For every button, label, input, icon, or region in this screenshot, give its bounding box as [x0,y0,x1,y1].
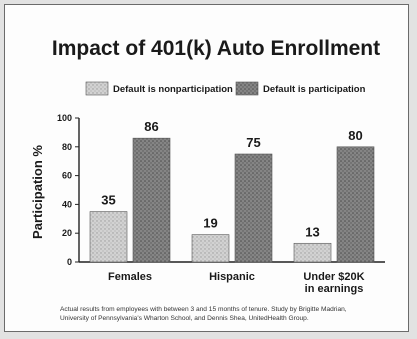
y-tick-label: 100 [57,113,72,123]
bar-nonparticipation [191,234,230,263]
footnote-line-1: Actual results from employees with betwe… [60,306,347,313]
x-category-label-line: in earnings [305,283,364,295]
x-category-label: Females [108,271,152,283]
legend-swatch-participation [235,81,259,96]
y-tick-label: 40 [62,199,72,209]
y-axis-label: Participation % [30,145,45,239]
x-category-label-line: Under $20K [303,271,364,283]
bar-nonparticipation [293,242,332,263]
x-category-label: Hispanic [209,271,255,283]
chart-title: Impact of 401(k) Auto Enrollment [52,37,380,60]
data-label-nonparticipation: 19 [203,216,217,231]
axes-group: 0 20 40 60 80 100 [57,113,385,267]
data-label-nonparticipation: 35 [101,193,115,208]
bars-group [89,137,375,263]
bar-participation [336,146,375,263]
x-category-label-line: Females [108,271,152,283]
data-label-participation: 80 [348,128,362,143]
data-label-nonparticipation: 13 [305,224,319,239]
x-category-label: Under $20K in earnings [303,271,364,295]
y-tick-label: 20 [62,228,72,238]
y-tick-label: 0 [67,257,72,267]
legend-swatch-nonparticipation [85,81,109,96]
bar-nonparticipation [89,211,128,263]
data-label-participation: 75 [246,135,260,150]
data-label-participation: 86 [144,119,158,134]
legend-label-nonparticipation: Default is nonparticipation [113,84,233,95]
x-category-label-line: Hispanic [209,271,255,283]
labels-group: 35 86 Females 19 75 Hispanic 13 80 Under $20K in … [101,119,364,295]
bar-participation [234,153,273,263]
footnote: Actual results from employees with betwe… [60,305,400,323]
y-tick-label: 80 [62,142,72,152]
legend-label-participation: Default is participation [263,84,366,95]
bar-participation [132,137,171,263]
footnote-line-2: University of Pennsylvania's Wharton Sch… [60,315,309,322]
y-tick-label: 60 [62,171,72,181]
